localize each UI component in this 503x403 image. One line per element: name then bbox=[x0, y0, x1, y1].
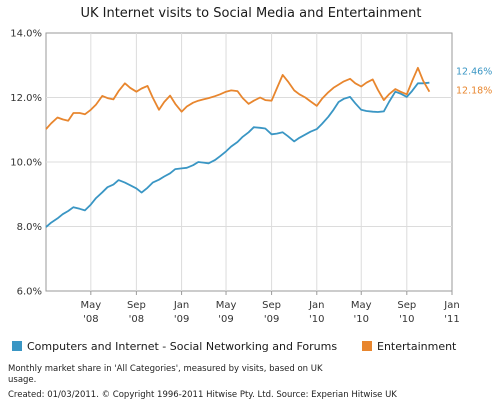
x-tick-year: '10 bbox=[309, 314, 324, 325]
x-tick-month: May bbox=[351, 300, 372, 311]
series-line-1 bbox=[45, 66, 431, 130]
x-tick-month: May bbox=[80, 300, 101, 311]
legend-swatch bbox=[362, 341, 372, 351]
x-axis: May '08 Sep '08 Jan '09 May '09 Sep '09 Jan '10 May '… bbox=[80, 291, 460, 325]
series-lines bbox=[45, 66, 431, 228]
grid-lines bbox=[46, 33, 452, 291]
y-axis: 6.0% 8.0% 10.0% 12.0% 14.0% bbox=[10, 29, 42, 298]
x-tick-year: '11 bbox=[444, 314, 459, 325]
y-tick-label: 14.0% bbox=[10, 29, 42, 40]
x-tick-month: May bbox=[216, 300, 237, 311]
legend-label: Computers and Internet - Social Networki… bbox=[27, 340, 337, 353]
y-tick-label: 10.0% bbox=[10, 158, 42, 169]
end-value-label: 12.46% bbox=[456, 67, 492, 78]
x-tick-year: '09 bbox=[218, 314, 233, 325]
x-tick-month: Jan bbox=[443, 300, 459, 311]
legend-swatch bbox=[12, 341, 22, 351]
x-tick-year: '08 bbox=[83, 314, 98, 325]
y-tick-label: 8.0% bbox=[17, 222, 42, 233]
x-tick-year: '09 bbox=[264, 314, 279, 325]
x-tick-year: '08 bbox=[129, 314, 144, 325]
chart-title: UK Internet visits to Social Media and E… bbox=[80, 6, 421, 21]
legend-label: Entertainment bbox=[377, 340, 457, 353]
x-tick-year: '10 bbox=[354, 314, 369, 325]
legend: Computers and Internet - Social Networki… bbox=[12, 340, 457, 353]
series-line-0 bbox=[45, 81, 430, 228]
x-tick-year: '10 bbox=[399, 314, 414, 325]
y-tick-label: 12.0% bbox=[10, 93, 42, 104]
x-tick-month: Jan bbox=[308, 300, 324, 311]
x-tick-month: Sep bbox=[127, 300, 146, 311]
footnote-line-1: Monthly market share in 'All Categories'… bbox=[8, 364, 323, 374]
x-tick-month: Sep bbox=[262, 300, 281, 311]
x-tick-month: Sep bbox=[397, 300, 416, 311]
x-tick-year: '09 bbox=[174, 314, 189, 325]
end-labels: 12.46% 12.18% bbox=[456, 67, 492, 97]
end-value-label: 12.18% bbox=[456, 86, 492, 97]
footnote-line-3: Created: 01/03/2011. © Copyright 1996-20… bbox=[8, 390, 397, 400]
footnote-line-2: usage. bbox=[8, 375, 37, 385]
x-tick-month: Jan bbox=[173, 300, 189, 311]
y-tick-label: 6.0% bbox=[17, 287, 42, 298]
